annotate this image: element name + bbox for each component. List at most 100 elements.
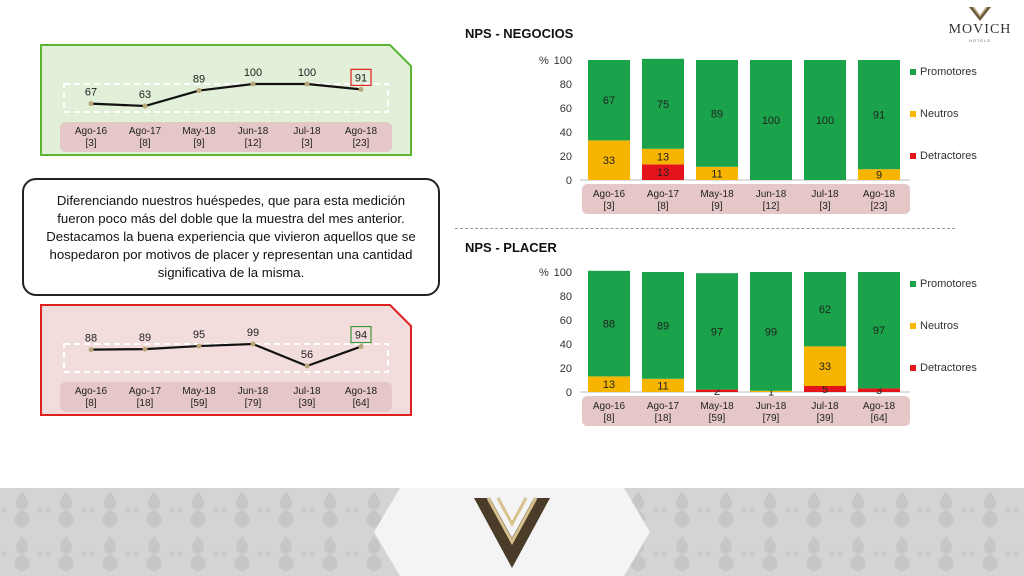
bar-data-label: 9 — [876, 170, 882, 182]
trend-label-band — [60, 382, 392, 412]
trend-category-label: Ago-16 — [75, 386, 108, 397]
y-tick-label: 20 — [560, 363, 572, 375]
trend-value-label: 63 — [139, 89, 151, 101]
bar-segment-promotores — [642, 272, 684, 379]
bar-data-label: 67 — [603, 95, 615, 107]
trend-value-label: 89 — [193, 74, 205, 86]
trend-point — [196, 343, 202, 349]
trend-point — [88, 347, 94, 353]
bar-data-label: 11 — [711, 168, 722, 180]
bar-data-label: 89 — [711, 108, 723, 120]
bar-data-label: 97 — [873, 325, 885, 337]
bar-segment-neutros — [696, 166, 738, 180]
bar-segment-neutros — [858, 169, 900, 180]
trend-sample-label: [18] — [137, 398, 154, 409]
x-sample-label: [8] — [657, 201, 668, 212]
trend-category-label: Ago-17 — [129, 126, 162, 137]
trend-category-label: Jul-18 — [293, 386, 321, 397]
bar-data-label: 13 — [657, 152, 669, 164]
logo-name: MOVICH — [948, 22, 1012, 37]
legend-swatch-detractores — [910, 365, 916, 371]
trend-point — [142, 346, 148, 352]
legend-swatch-promotores — [910, 69, 916, 75]
trend-sample-label: [64] — [353, 398, 370, 409]
trend-sample-label: [23] — [353, 138, 370, 149]
trend-sample-label: [3] — [85, 138, 96, 149]
legend-label: Detractores — [920, 362, 977, 374]
trend-category-label: Ago-16 — [75, 126, 108, 137]
bar-segment-neutros — [750, 390, 792, 392]
trend-point — [250, 81, 256, 87]
trend-sample-label: [39] — [299, 398, 316, 409]
x-sample-label: [64] — [871, 413, 888, 424]
x-sample-label: [9] — [711, 201, 722, 212]
trend-category-label: Jun-18 — [238, 386, 269, 397]
bar-data-label: 3 — [876, 385, 882, 397]
y-tick-label: 80 — [560, 79, 572, 91]
y-tick-label: 40 — [560, 127, 572, 139]
bar-segment-promotores — [858, 60, 900, 170]
trend-value-label: 88 — [85, 333, 97, 345]
legend-label: Neutros — [920, 108, 959, 120]
trend-sample-label: [59] — [191, 398, 208, 409]
bar-data-label: 11 — [657, 380, 668, 392]
trend-point — [358, 86, 364, 92]
bar-segment-promotores — [804, 60, 846, 180]
bar-segment-detractores — [696, 389, 738, 392]
bar-data-label: 75 — [657, 99, 669, 111]
chart-title-negocios: NPS - NEGOCIOS — [465, 26, 574, 41]
bar-data-label: 88 — [603, 319, 615, 331]
bar-data-label: 13 — [657, 167, 669, 179]
x-category-label: Ago-16 — [593, 401, 626, 412]
y-tick-label: 80 — [560, 291, 572, 303]
trend-point — [304, 363, 310, 369]
bar-data-label: 100 — [816, 115, 834, 127]
bar-segment-promotores — [804, 272, 846, 347]
bar-segment-neutros — [642, 378, 684, 392]
x-sample-label: [12] — [763, 201, 780, 212]
trend-point — [142, 103, 148, 109]
nps-negocios-chart: %0204060801003367Ago-16[3]131375Ago-17[8… — [539, 55, 977, 214]
bar-segment-neutros — [588, 140, 630, 180]
x-sample-label: [8] — [603, 413, 614, 424]
bar-segment-promotores — [588, 60, 630, 141]
trend-value-label: 94 — [355, 330, 367, 342]
x-category-label: Jul-18 — [811, 401, 839, 412]
trend-sample-label: [9] — [193, 138, 204, 149]
trend-point — [250, 341, 256, 347]
y-tick-label: 60 — [560, 315, 572, 327]
trend-panel-negocios: 67 Ago-16 [3] 63 Ago-17 [8] 89 May-18 [9] 100 Jun-… — [40, 44, 412, 156]
trend-value-label: 56 — [301, 349, 313, 361]
trend-value-label: 100 — [298, 67, 316, 79]
bar-data-label: 91 — [873, 110, 885, 122]
trend-line — [90, 82, 362, 108]
bar-data-label: 89 — [657, 320, 669, 332]
trend-sample-label: [79] — [245, 398, 262, 409]
bar-segment-neutros — [804, 346, 846, 386]
x-category-label: Jul-18 — [811, 189, 839, 200]
bar-data-label: 2 — [714, 386, 720, 398]
trend-point — [196, 88, 202, 94]
x-sample-label: [39] — [817, 413, 834, 424]
trend-negocios-chart: 67Ago-16[3]63Ago-17[8]89May-18[9]100Jun-… — [40, 44, 412, 156]
legend-label: Detractores — [920, 150, 977, 162]
bar-data-label: 99 — [765, 326, 777, 338]
x-category-label: Jun-18 — [756, 189, 787, 200]
y-tick-label: 40 — [560, 339, 572, 351]
trend-line — [90, 342, 362, 368]
bar-data-label: 100 — [762, 115, 780, 127]
y-tick-label: 0 — [566, 387, 572, 399]
legend-swatch-neutros — [910, 323, 916, 329]
category-label-band — [582, 184, 910, 214]
bar-panel-placer: % 0 20 40 60 80 100 13 88 Ago-16 [8] 11 89 Ago-17 [18]… — [530, 262, 1000, 432]
x-category-label: May-18 — [700, 189, 734, 200]
x-sample-label: [3] — [603, 201, 614, 212]
bar-segment-promotores — [696, 273, 738, 390]
chart-title-placer: NPS - PLACER — [465, 240, 557, 255]
trend-sample-label: [8] — [85, 398, 96, 409]
y-axis-label: % — [539, 267, 549, 279]
trend-value-label: 91 — [355, 72, 367, 84]
trend-highlight-box — [350, 68, 372, 86]
y-tick-label: 20 — [560, 151, 572, 163]
bar-segment-promotores — [858, 272, 900, 389]
